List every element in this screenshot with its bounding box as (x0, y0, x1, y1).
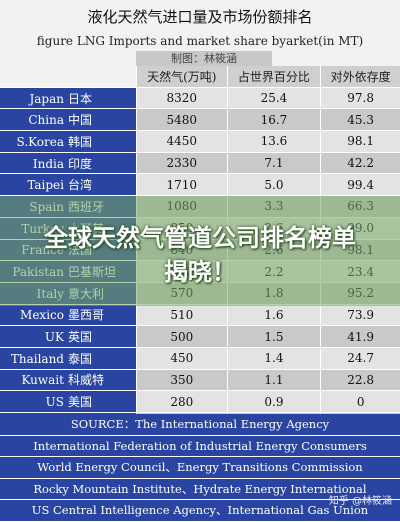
headline-text: 全球天然气管道公司排名榜单揭晓！ (44, 224, 356, 286)
table-row: Mexico 墨西哥 510 1.6 73.9 (0, 304, 400, 327)
share-value: 1.5 (226, 325, 321, 348)
share-value: 1.1 (226, 369, 321, 392)
country-en: Taipei (27, 178, 64, 193)
gas-value: 450 (136, 347, 228, 370)
country-cell: UK 英国 (0, 325, 137, 348)
country-zh: 印度 (68, 156, 93, 171)
page-subtitle: figure LNG Imports and market share byar… (36, 34, 364, 48)
page-title: 液化天然气进口量及市场份额排名 (87, 8, 313, 26)
country-zh: 美国 (68, 395, 93, 410)
country-en: China (28, 113, 64, 128)
share-value: 13.6 (226, 130, 321, 153)
country-zh: 韩国 (68, 134, 93, 149)
table-row: US 美国 280 0.9 0 (0, 390, 400, 413)
country-zh: 泰国 (68, 351, 93, 366)
country-zh: 科威特 (68, 373, 105, 388)
dependence-value: 99.4 (320, 173, 400, 197)
country-en: S.Korea (16, 134, 64, 149)
dependence-value: 45.3 (320, 108, 400, 132)
country-cell: S.Korea 韩国 (0, 130, 137, 153)
table-row: Japan 日本 8320 25.4 97.8 (0, 87, 400, 110)
dependence-value: 98.1 (320, 130, 400, 153)
gas-value: 1710 (136, 173, 228, 197)
column-header-gas: 天然气(万吨) (136, 66, 228, 88)
share-value: 1.4 (226, 347, 321, 370)
country-en: India (32, 156, 64, 171)
country-zh: 墨西哥 (68, 308, 105, 323)
table-row: India 印度 2330 7.1 42.2 (0, 152, 400, 175)
country-cell: Japan 日本 (0, 87, 137, 110)
dependence-value: 24.7 (320, 347, 400, 370)
table-header-row: 天然气(万吨) 占世界百分比 对外依存度 (0, 66, 400, 88)
gas-value: 510 (136, 304, 228, 327)
share-value: 16.7 (226, 108, 321, 132)
country-zh: 日本 (68, 91, 93, 106)
gas-value: 8320 (136, 87, 228, 110)
credit-label: 制图：林筱涵 (136, 51, 272, 67)
country-cell: Taipei 台湾 (0, 173, 137, 197)
share-value: 5.0 (226, 173, 321, 197)
share-value: 25.4 (226, 87, 321, 110)
country-zh: 台湾 (68, 178, 93, 193)
gas-value: 350 (136, 369, 228, 392)
country-en: Kuwait (21, 373, 64, 388)
country-cell: India 印度 (0, 152, 137, 175)
source-line: International Federation of Industrial E… (0, 435, 400, 457)
country-en: UK (44, 330, 64, 345)
gas-value: 280 (136, 390, 228, 413)
gas-value: 500 (136, 325, 228, 348)
country-cell: Kuwait 科威特 (0, 369, 137, 392)
country-cell: Mexico 墨西哥 (0, 304, 137, 327)
share-value: 0.9 (226, 390, 321, 413)
table-row: Taipei 台湾 1710 5.0 99.4 (0, 173, 400, 197)
source-line: SOURCE：The International Energy Agency (0, 414, 400, 436)
country-zh: 中国 (68, 113, 93, 128)
dependence-value: 73.9 (320, 304, 400, 327)
watermark: 知乎 @林筱涵 (328, 496, 392, 507)
dependence-value: 0 (320, 390, 400, 413)
sources-block: SOURCE：The International Energy Agency I… (0, 414, 400, 522)
country-cell: Thailand 泰国 (0, 347, 137, 370)
table-row: Thailand 泰国 450 1.4 24.7 (0, 347, 400, 370)
country-en: US (45, 395, 64, 410)
share-value: 7.1 (226, 152, 321, 175)
dependence-value: 41.9 (320, 325, 400, 348)
source-line: World Energy Council、Energy Transitions … (0, 457, 400, 479)
country-en: Mexico (20, 308, 64, 323)
headline-overlay (0, 196, 400, 306)
table-row: China 中国 5480 16.7 45.3 (0, 108, 400, 132)
source-line: Rocky Mountain Institute、Hydrate Energy … (0, 478, 400, 500)
share-value: 1.6 (226, 304, 321, 327)
gas-value: 2330 (136, 152, 228, 175)
table-row: Kuwait 科威特 350 1.1 22.8 (0, 369, 400, 392)
gas-value: 4450 (136, 130, 228, 153)
source-line: US Central Intelligence Agency、Internati… (0, 500, 400, 522)
country-cell: US 美国 (0, 390, 137, 413)
country-en: Thailand (10, 351, 64, 366)
gas-value: 5480 (136, 108, 228, 132)
column-header-share: 占世界百分比 (226, 66, 321, 88)
dependence-value: 42.2 (320, 152, 400, 175)
country-en: Japan (29, 91, 64, 106)
header-blank (0, 66, 137, 88)
dependence-value: 97.8 (320, 87, 400, 110)
country-zh: 英国 (68, 330, 93, 345)
table-row: UK 英国 500 1.5 41.9 (0, 325, 400, 348)
country-cell: China 中国 (0, 108, 137, 132)
table-row: S.Korea 韩国 4450 13.6 98.1 (0, 130, 400, 153)
column-header-dependence: 对外依存度 (320, 66, 400, 88)
dependence-value: 22.8 (320, 369, 400, 392)
